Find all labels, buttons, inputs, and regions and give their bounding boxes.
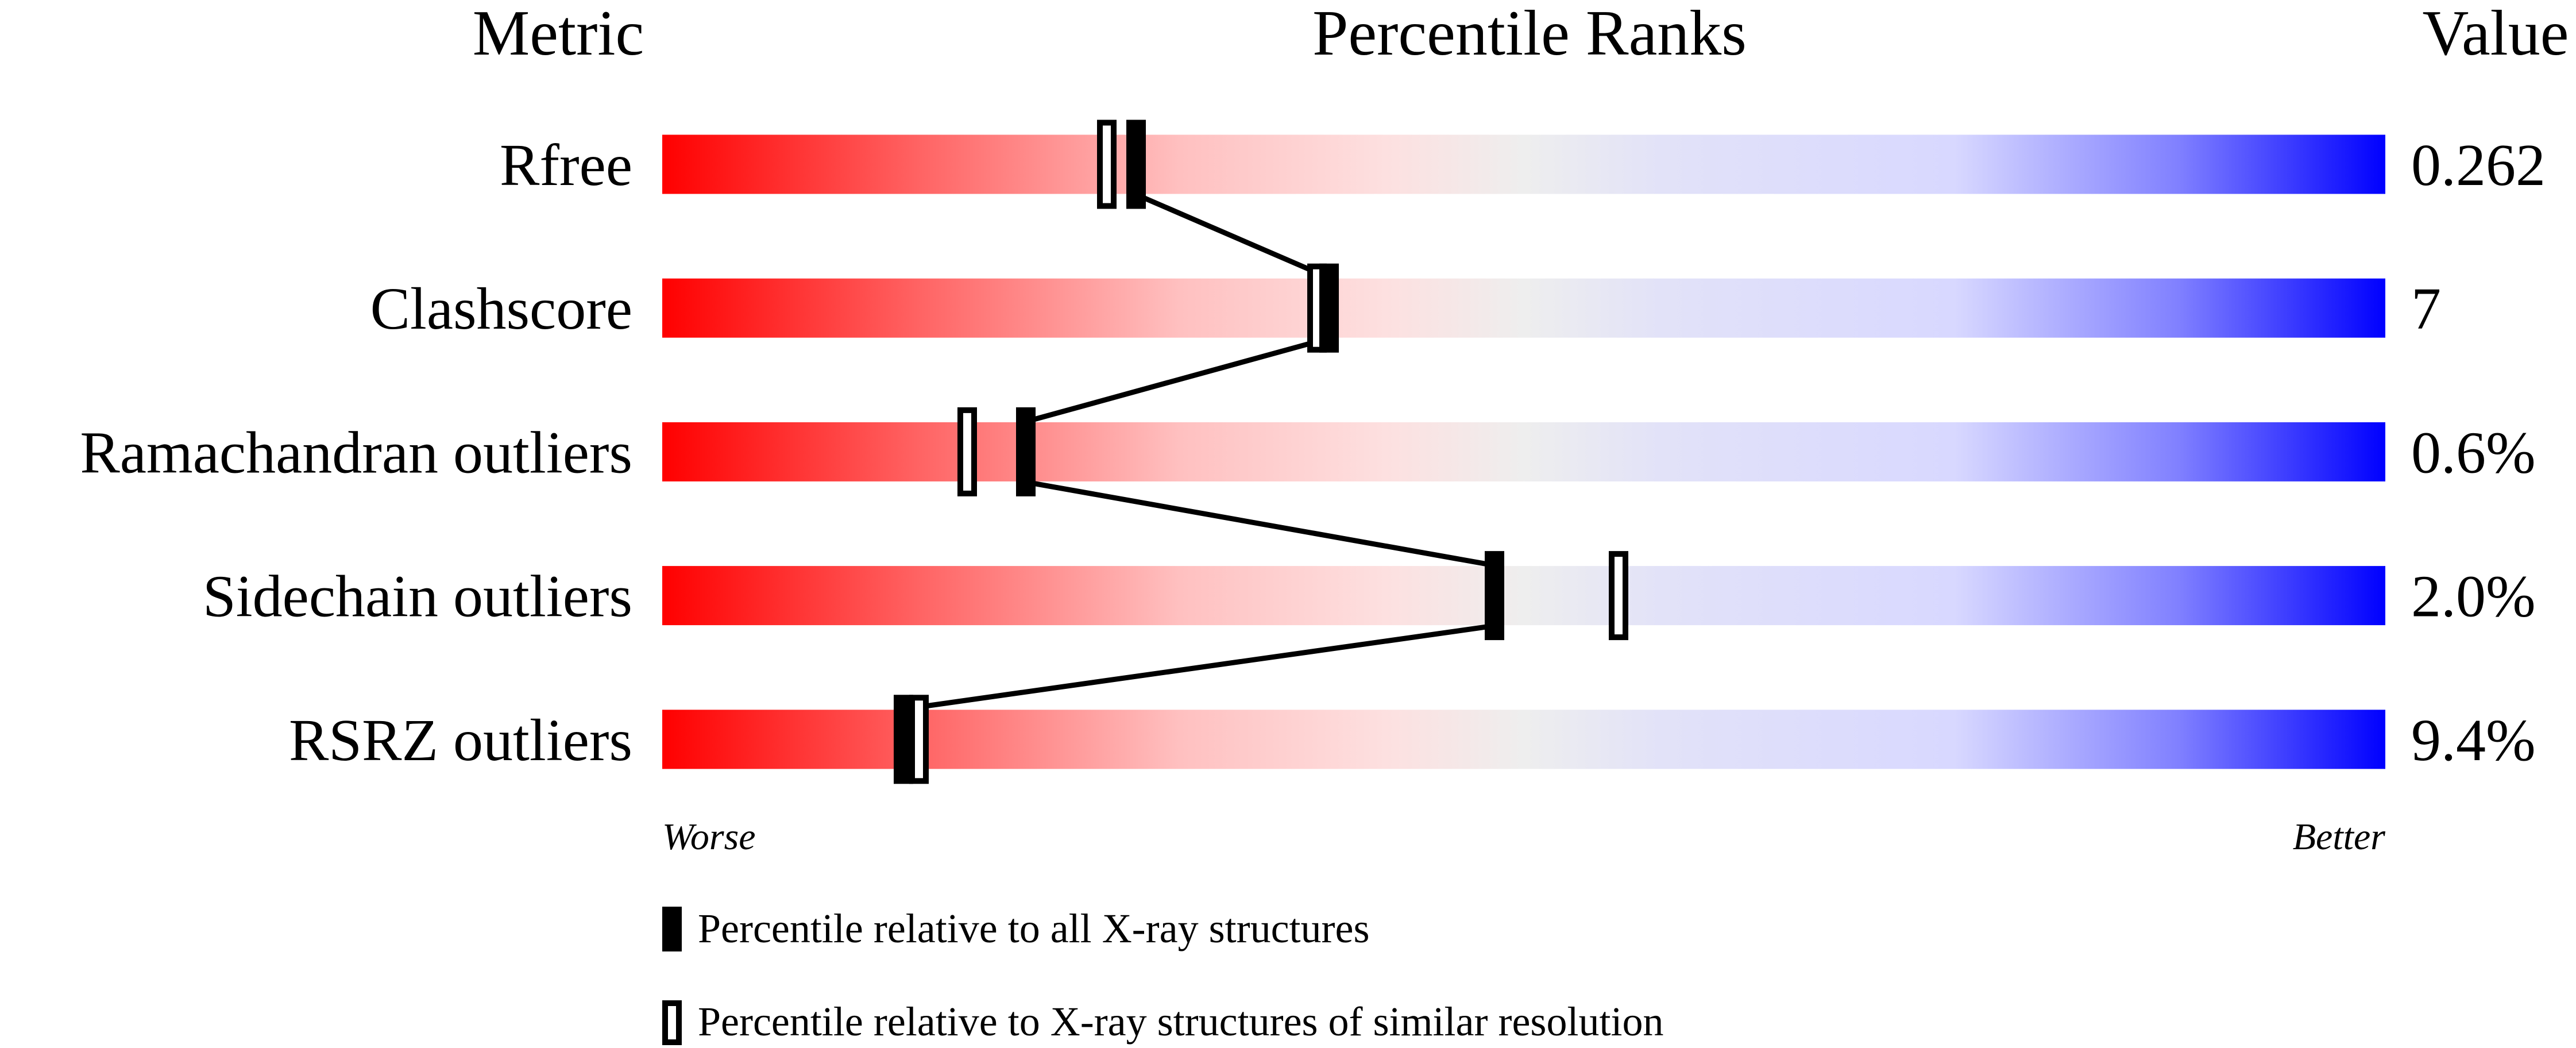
metric-label: Clashscore: [370, 276, 632, 342]
percentile-bar: [662, 278, 2385, 338]
metric-value: 7: [2411, 276, 2441, 342]
similar-resolution-percentile-marker: [909, 695, 929, 784]
similar-resolution-percentile-marker: [1097, 120, 1117, 209]
percentile-link-line: [903, 623, 1495, 712]
percentile-bar: [662, 422, 2385, 481]
metric-value: 0.262: [2411, 132, 2546, 198]
percentile-link-line: [1135, 192, 1330, 280]
legend-similar-label: Percentile relative to X-ray structures …: [698, 999, 1663, 1045]
metric-label: RSRZ outliers: [289, 707, 632, 773]
header-metric: Metric: [473, 0, 644, 69]
all-structures-percentile-marker: [1016, 407, 1036, 496]
metric-value: 0.6%: [2411, 419, 2536, 486]
metric-label: Sidechain outliers: [203, 564, 632, 630]
percentile-bar: [662, 134, 2385, 194]
legend-all-label: Percentile relative to all X-ray structu…: [698, 906, 1370, 951]
metric-label: Rfree: [500, 132, 632, 198]
all-structures-percentile-marker: [894, 695, 913, 784]
better-label: Better: [2293, 816, 2386, 858]
legend-open-marker-icon: [662, 1000, 682, 1045]
all-structures-percentile-marker: [1485, 551, 1504, 641]
header-percentile-ranks: Percentile Ranks: [1312, 0, 1747, 69]
percentile-link-line: [1025, 336, 1330, 425]
percentile-bar: [662, 566, 2385, 626]
all-structures-percentile-marker: [1126, 120, 1146, 209]
similar-resolution-percentile-marker: [957, 407, 977, 496]
metric-value: 9.4%: [2411, 707, 2536, 773]
percentile-link-line: [1025, 479, 1495, 568]
legend-filled-marker-icon: [662, 907, 682, 951]
worse-label: Worse: [662, 816, 756, 858]
similar-resolution-percentile-marker: [1609, 551, 1628, 641]
metric-label: Ramachandran outliers: [80, 419, 632, 486]
metric-value: 2.0%: [2411, 564, 2536, 630]
all-structures-percentile-marker: [1319, 263, 1339, 353]
header-value: Value: [2422, 0, 2569, 69]
percentile-bar: [662, 710, 2385, 769]
